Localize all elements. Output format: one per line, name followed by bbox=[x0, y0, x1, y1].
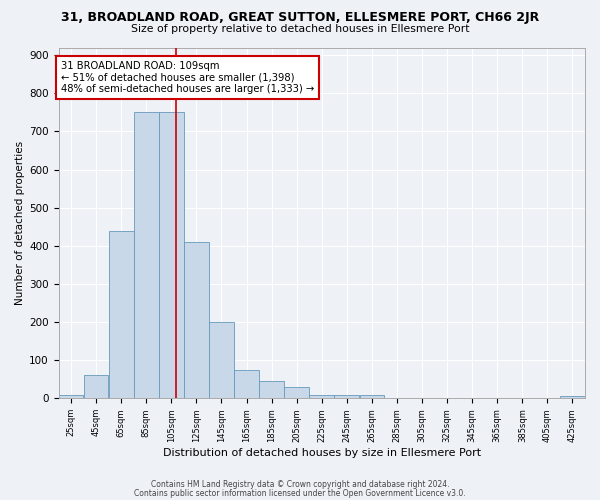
Bar bbox=[84, 376, 109, 398]
Bar bbox=[59, 394, 83, 398]
Bar bbox=[334, 394, 359, 398]
Bar bbox=[310, 394, 334, 398]
X-axis label: Distribution of detached houses by size in Ellesmere Port: Distribution of detached houses by size … bbox=[163, 448, 481, 458]
Bar bbox=[259, 381, 284, 398]
Bar bbox=[209, 322, 234, 398]
Bar bbox=[134, 112, 158, 399]
Y-axis label: Number of detached properties: Number of detached properties bbox=[15, 141, 25, 305]
Text: 31 BROADLAND ROAD: 109sqm
← 51% of detached houses are smaller (1,398)
48% of se: 31 BROADLAND ROAD: 109sqm ← 51% of detac… bbox=[61, 61, 314, 94]
Bar bbox=[109, 230, 134, 398]
Bar bbox=[560, 396, 585, 398]
Text: 31, BROADLAND ROAD, GREAT SUTTON, ELLESMERE PORT, CH66 2JR: 31, BROADLAND ROAD, GREAT SUTTON, ELLESM… bbox=[61, 11, 539, 24]
Bar bbox=[184, 242, 209, 398]
Text: Contains public sector information licensed under the Open Government Licence v3: Contains public sector information licen… bbox=[134, 488, 466, 498]
Text: Contains HM Land Registry data © Crown copyright and database right 2024.: Contains HM Land Registry data © Crown c… bbox=[151, 480, 449, 489]
Text: Size of property relative to detached houses in Ellesmere Port: Size of property relative to detached ho… bbox=[131, 24, 469, 34]
Bar bbox=[359, 394, 384, 398]
Bar bbox=[284, 387, 309, 398]
Bar bbox=[159, 112, 184, 399]
Bar bbox=[234, 370, 259, 398]
